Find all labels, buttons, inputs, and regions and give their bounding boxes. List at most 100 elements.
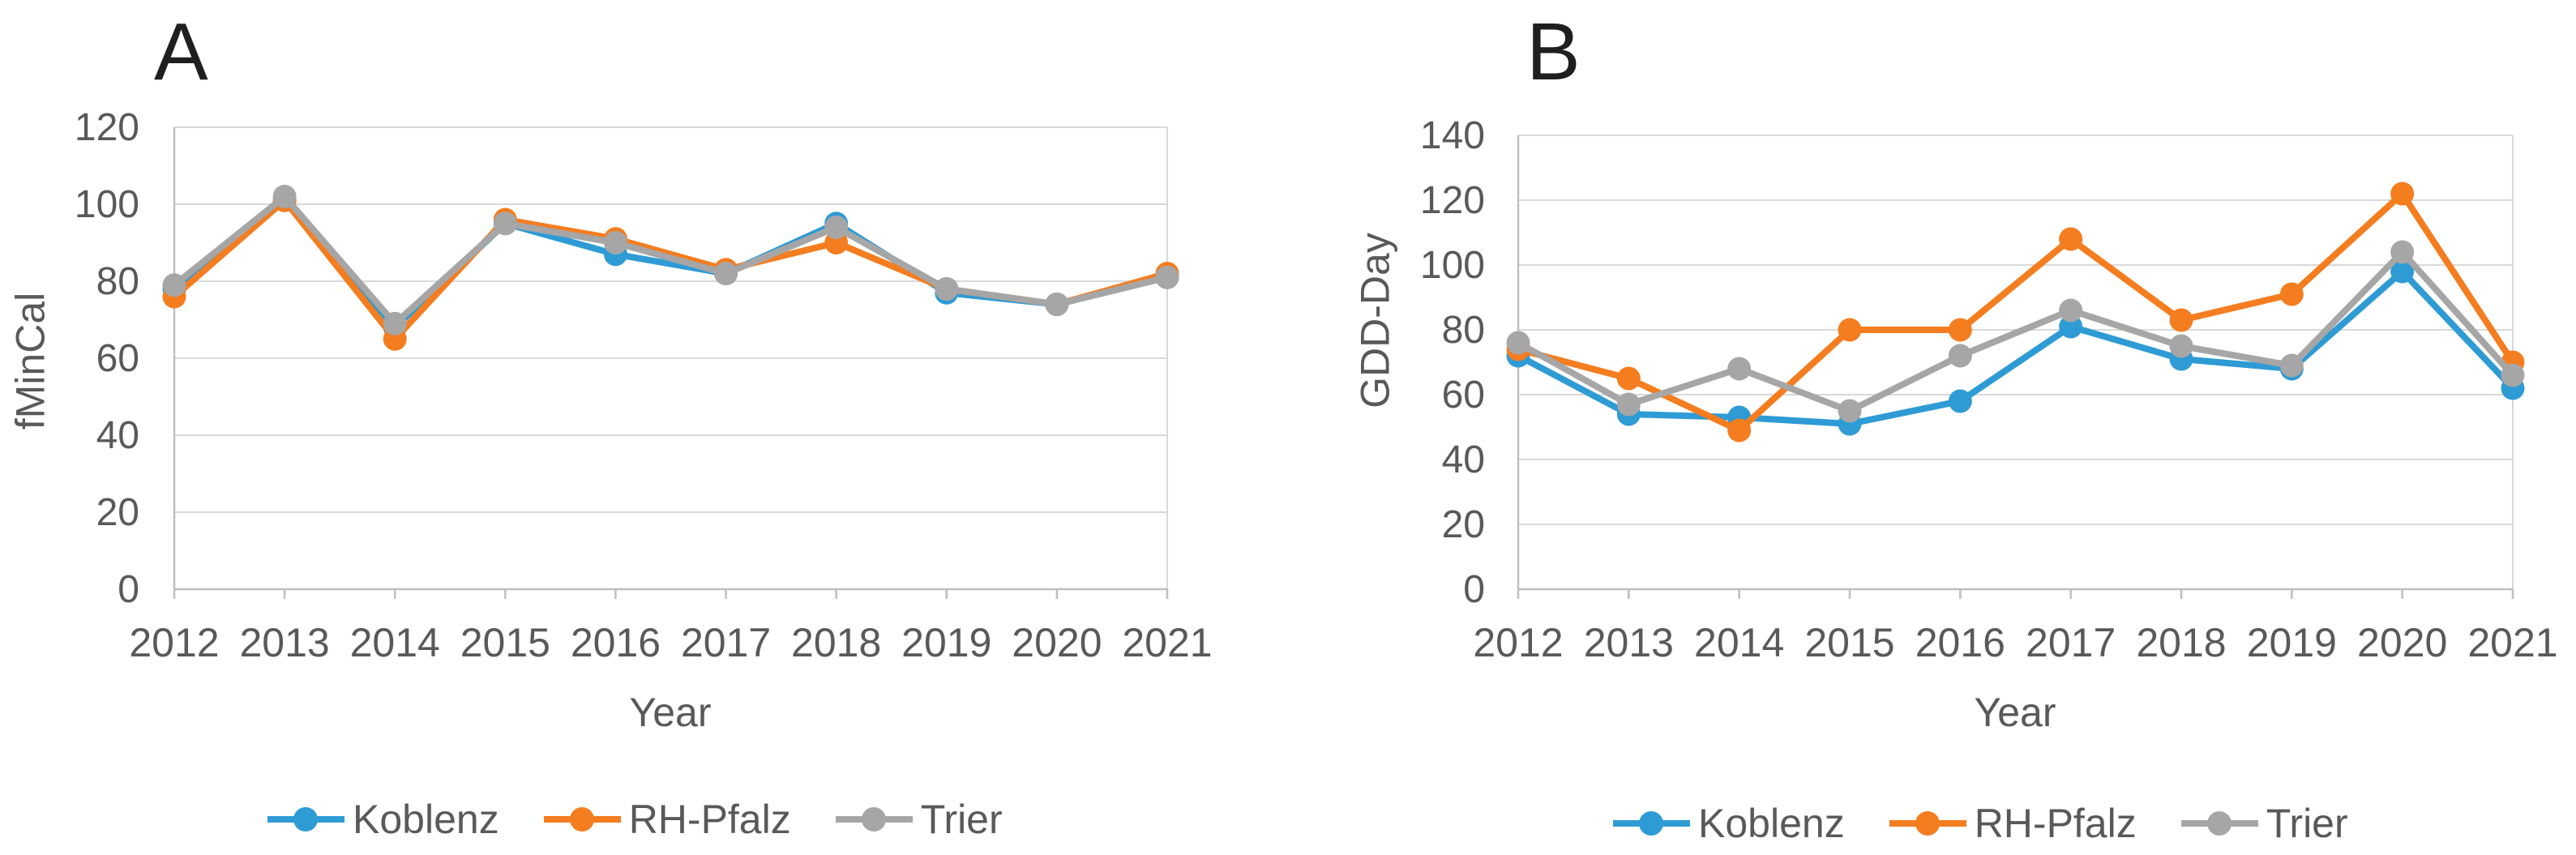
x-tick-label: 2014	[1694, 620, 1784, 665]
y-tick-label: 40	[1442, 438, 1485, 481]
legend-item-koblenz: Koblenz	[1613, 800, 1845, 847]
x-tick-label: 2021	[2467, 620, 2557, 665]
line-marker-icon	[1889, 811, 1966, 836]
data-point	[2390, 259, 2415, 284]
data-point	[824, 216, 849, 239]
x-tick-label: 2019	[901, 620, 991, 665]
x-tick-label: 2015	[460, 620, 550, 665]
legend-item-trier: Trier	[835, 796, 1003, 843]
y-tick-label: 100	[1420, 244, 1485, 287]
data-point	[603, 231, 627, 254]
y-tick-label: 20	[96, 491, 139, 534]
x-tick-label: 2012	[129, 620, 219, 665]
data-point	[1948, 318, 1972, 342]
y-tick-label: 60	[96, 337, 139, 380]
data-point	[2059, 298, 2083, 323]
data-point	[1948, 344, 1972, 368]
series-line	[1515, 249, 2516, 414]
y-tick-label: 80	[1442, 309, 1485, 352]
panel-label-b: B	[1526, 6, 1581, 97]
x-tick-label: 2015	[1804, 620, 1894, 665]
data-point	[2279, 282, 2304, 306]
data-point	[2169, 334, 2193, 358]
x-tick-label: 2012	[1473, 620, 1563, 665]
x-tick-label: 2016	[571, 620, 661, 665]
y-tick-label: 20	[1442, 503, 1485, 546]
data-point	[1727, 418, 1752, 442]
legend-b: Koblenz RH-Pfalz Trier	[1613, 800, 2348, 847]
data-point	[162, 273, 186, 297]
line-chart-b: 0 20 40 60 80 100 120 140 2012 2013 2014 2015 2016 20…	[1420, 114, 2558, 665]
data-point	[1948, 389, 1972, 413]
x-tick-label: 2020	[2357, 620, 2447, 665]
data-point	[1045, 293, 1069, 316]
legend-item-trier: Trier	[2180, 800, 2348, 847]
data-point	[2390, 240, 2415, 264]
x-tick-label: 2018	[2136, 620, 2226, 665]
data-point	[2390, 182, 2415, 206]
legend-label: Trier	[2266, 801, 2348, 846]
x-tick-label: 2019	[2247, 620, 2337, 665]
x-axis-title-b: Year	[1974, 690, 2056, 735]
series-Trier	[162, 185, 1179, 336]
y-axis-title-b: GDD-Day	[1352, 233, 1398, 408]
legend-label: Koblenz	[1698, 801, 1845, 846]
series-Koblenz	[162, 188, 1179, 340]
x-tick-label: 2014	[350, 620, 440, 665]
series-RH-Pfalz	[162, 188, 1179, 351]
x-tick-label: 2020	[1012, 620, 1102, 665]
legend-label: Trier	[920, 797, 1003, 842]
data-point	[493, 212, 517, 236]
data-point	[272, 185, 297, 208]
series-line	[1515, 268, 2516, 427]
y-tick-label: 0	[1463, 568, 1485, 611]
line-chart-a: 0 20 40 60 80 100 120 2012 2013 2014 2015 2016 2017 2…	[75, 106, 1213, 665]
data-point	[935, 277, 959, 301]
legend-label: RH-Pfalz	[628, 797, 791, 842]
y-tick-label: 140	[1420, 114, 1485, 157]
x-tick-label: 2017	[681, 620, 771, 665]
data-point	[2059, 227, 2083, 251]
y-axis-title-a: fMinCal	[7, 292, 53, 430]
x-tick-label: 2021	[1122, 620, 1212, 665]
line-marker-icon	[1613, 811, 1690, 836]
line-marker-icon	[543, 807, 621, 831]
series-Trier	[1506, 240, 2525, 423]
x-tick-label: 2017	[2026, 620, 2116, 665]
series-line	[171, 197, 1170, 331]
line-marker-icon	[835, 807, 913, 831]
data-point	[1616, 392, 1641, 417]
x-tick-label: 2013	[239, 620, 329, 665]
legend-item-rh-pfalz: RH-Pfalz	[543, 796, 791, 843]
legend-label: RH-Pfalz	[1974, 801, 2137, 846]
y-tick-label: 120	[75, 106, 139, 149]
y-tick-label: 120	[1420, 179, 1485, 222]
legend-label: Koblenz	[353, 797, 499, 842]
y-tick-label: 80	[96, 260, 139, 303]
series-line	[1515, 190, 2516, 434]
x-tick-label: 2013	[1584, 620, 1674, 665]
series-line	[171, 193, 1170, 327]
data-point	[1616, 366, 1641, 391]
data-point	[2279, 353, 2304, 378]
y-tick-label: 60	[1442, 374, 1485, 417]
data-point	[1838, 399, 1862, 423]
data-point	[1838, 318, 1862, 342]
data-point	[2169, 308, 2193, 332]
x-axis-title-a: Year	[629, 690, 712, 735]
legend-item-rh-pfalz: RH-Pfalz	[1889, 800, 2137, 847]
y-tick-label: 0	[118, 568, 139, 611]
data-point	[1506, 331, 1530, 355]
data-point	[714, 262, 738, 285]
series-line	[171, 197, 1170, 343]
panel-label-a: A	[154, 6, 208, 97]
data-point	[383, 311, 407, 336]
legend-item-koblenz: Koblenz	[267, 796, 499, 843]
data-point	[1727, 357, 1752, 381]
legend-a: Koblenz RH-Pfalz Trier	[267, 796, 1003, 843]
data-point	[1155, 265, 1179, 289]
data-point	[2059, 314, 2083, 339]
x-tick-label: 2016	[1915, 620, 2005, 665]
y-tick-label: 40	[96, 414, 139, 457]
